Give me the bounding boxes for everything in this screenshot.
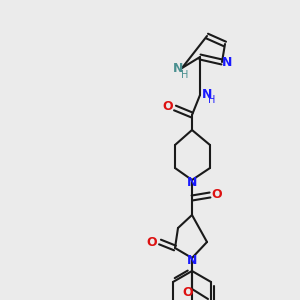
Text: N: N bbox=[173, 61, 183, 74]
Text: N: N bbox=[187, 254, 197, 266]
Text: N: N bbox=[222, 56, 232, 68]
Text: N: N bbox=[187, 176, 197, 188]
Text: O: O bbox=[147, 236, 157, 248]
Text: O: O bbox=[212, 188, 222, 202]
Text: N: N bbox=[202, 88, 212, 101]
Text: O: O bbox=[163, 100, 173, 112]
Text: H: H bbox=[208, 95, 216, 105]
Text: O: O bbox=[183, 286, 193, 298]
Text: H: H bbox=[181, 70, 189, 80]
